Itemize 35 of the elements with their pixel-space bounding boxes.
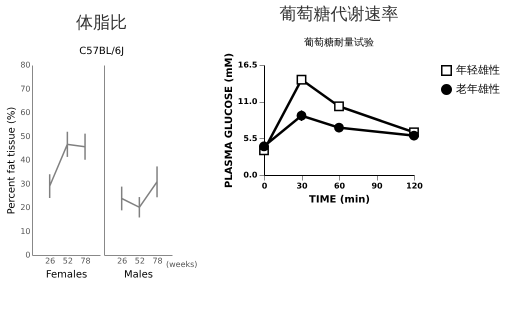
x-tick-label: 78 <box>152 256 163 266</box>
y-tick-label: 20 <box>20 203 30 212</box>
y-tick-label: 0 <box>25 250 30 260</box>
y-tick-label: 70 <box>20 84 30 94</box>
x-tick-label: 26 <box>45 256 56 266</box>
y-tick-label: 60 <box>20 108 30 117</box>
x-tick-label: 52 <box>134 256 145 266</box>
y-tick-label: 0.0 <box>243 170 258 180</box>
x-axis-title: TIME (min) <box>309 194 370 206</box>
y-tick-label: 11.0 <box>238 97 258 106</box>
text: (weeks) <box>166 260 198 269</box>
x-axis-title: Females <box>46 270 88 280</box>
x-tick-label: 52 <box>62 256 73 266</box>
x-tick-label: 90 <box>371 182 383 190</box>
chart-title: 体脂比 <box>76 13 128 33</box>
x-tick-label: 26 <box>117 256 128 266</box>
x-tick-label: 0 <box>262 182 268 190</box>
y-tick-label: 16.5 <box>238 60 258 70</box>
x-tick-label: 120 <box>406 182 424 190</box>
chart-subtitle: C57BL/6J <box>79 46 124 57</box>
legend-label: 老年雄性 <box>456 82 500 96</box>
chart-subtitle: 葡萄糖耐量试验 <box>304 36 374 48</box>
y-tick-label: 5.5 <box>243 134 258 143</box>
y-tick-label: 40 <box>20 156 30 164</box>
legend-label: 年轻雄性 <box>456 64 500 76</box>
y-tick-label: 80 <box>20 60 30 70</box>
x-tick-label: 60 <box>334 182 346 190</box>
chart-title: 葡萄糖代谢速率 <box>280 4 398 24</box>
x-tick-label: 30 <box>296 182 308 190</box>
y-tick-label: 50 <box>20 132 30 141</box>
x-axis-title: Males <box>124 270 153 280</box>
y-axis-title: PLASMA GLUCOSE (mM) <box>224 52 235 188</box>
x-tick-label: 78 <box>80 256 91 266</box>
y-axis-title: Percent fat tissue (%) <box>6 106 18 214</box>
y-tick-label: 10 <box>20 226 30 236</box>
